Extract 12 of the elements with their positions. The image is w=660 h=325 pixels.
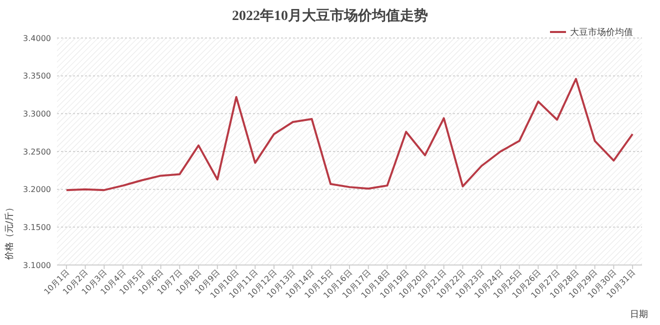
y-tick-label: 3.3000: [23, 109, 51, 118]
chart-title: 2022年10月大豆市场价均值走势: [232, 7, 428, 24]
y-tick-label: 3.1000: [23, 260, 51, 270]
y-tick-label: 3.1500: [23, 222, 51, 232]
legend-label: 大豆市场价均值: [570, 27, 633, 38]
y-axis-title: 价格（元/斤）: [4, 202, 15, 262]
y-tick-label: 3.3500: [23, 72, 51, 81]
y-tick-label: 3.2000: [23, 185, 51, 194]
line-series: [65, 78, 634, 192]
y-tick-label: 3.2500: [23, 147, 51, 156]
x-axis-title: 日期: [630, 309, 648, 320]
y-tick-label: 3.4000: [23, 34, 51, 43]
